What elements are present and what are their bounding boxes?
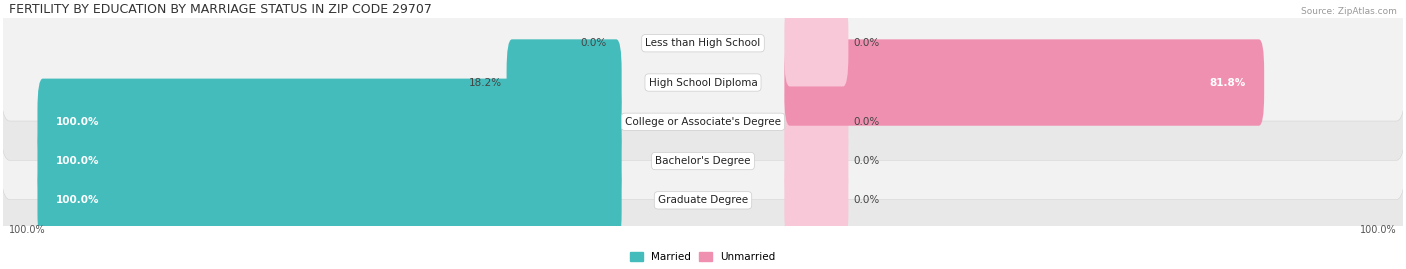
- Text: Less than High School: Less than High School: [645, 38, 761, 48]
- Text: 0.0%: 0.0%: [581, 38, 606, 48]
- FancyBboxPatch shape: [785, 39, 1264, 126]
- FancyBboxPatch shape: [0, 123, 1406, 269]
- Text: FERTILITY BY EDUCATION BY MARRIAGE STATUS IN ZIP CODE 29707: FERTILITY BY EDUCATION BY MARRIAGE STATU…: [10, 3, 432, 16]
- Text: 18.2%: 18.2%: [468, 77, 502, 87]
- FancyBboxPatch shape: [785, 118, 848, 204]
- Text: Bachelor's Degree: Bachelor's Degree: [655, 156, 751, 166]
- FancyBboxPatch shape: [785, 0, 848, 86]
- Text: 100.0%: 100.0%: [1360, 225, 1396, 235]
- FancyBboxPatch shape: [38, 157, 621, 243]
- FancyBboxPatch shape: [0, 44, 1406, 200]
- Text: College or Associate's Degree: College or Associate's Degree: [626, 117, 780, 127]
- FancyBboxPatch shape: [38, 118, 621, 204]
- Text: 100.0%: 100.0%: [56, 117, 100, 127]
- FancyBboxPatch shape: [0, 5, 1406, 160]
- FancyBboxPatch shape: [38, 79, 621, 165]
- Text: 81.8%: 81.8%: [1209, 77, 1246, 87]
- Text: 0.0%: 0.0%: [853, 195, 879, 205]
- Text: 0.0%: 0.0%: [853, 117, 879, 127]
- Text: Graduate Degree: Graduate Degree: [658, 195, 748, 205]
- Text: High School Diploma: High School Diploma: [648, 77, 758, 87]
- Text: 100.0%: 100.0%: [56, 156, 100, 166]
- FancyBboxPatch shape: [506, 39, 621, 126]
- FancyBboxPatch shape: [785, 79, 848, 165]
- Text: 100.0%: 100.0%: [56, 195, 100, 205]
- FancyBboxPatch shape: [0, 0, 1406, 121]
- Text: 0.0%: 0.0%: [853, 38, 879, 48]
- Legend: Married, Unmarried: Married, Unmarried: [626, 248, 780, 266]
- FancyBboxPatch shape: [785, 157, 848, 243]
- Text: 100.0%: 100.0%: [10, 225, 46, 235]
- FancyBboxPatch shape: [0, 83, 1406, 239]
- Text: Source: ZipAtlas.com: Source: ZipAtlas.com: [1301, 7, 1396, 16]
- Text: 0.0%: 0.0%: [853, 156, 879, 166]
